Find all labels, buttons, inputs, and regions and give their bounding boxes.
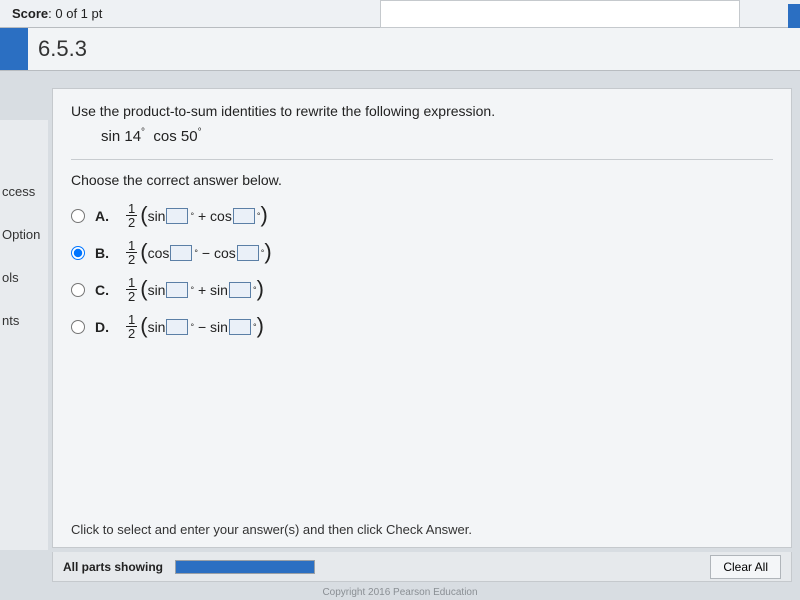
answer-input-box[interactable] [166, 208, 188, 224]
parts-showing-label: All parts showing [63, 560, 163, 574]
choose-label: Choose the correct answer below. [71, 172, 773, 188]
sidebar-item[interactable]: Option [0, 213, 48, 256]
bottom-bar: All parts showing Clear All [52, 552, 792, 582]
fraction-half: 12 [126, 239, 137, 266]
answer-input-box[interactable] [229, 282, 251, 298]
clear-all-button[interactable]: Clear All [710, 555, 781, 579]
section-header: 6.5.3 [0, 28, 800, 71]
score-value: 0 of 1 pt [55, 6, 102, 21]
progress-bar [175, 560, 315, 574]
section-tab [0, 28, 28, 70]
answer-input-box[interactable] [166, 319, 188, 335]
option-radio[interactable] [71, 209, 85, 223]
fraction-half: 12 [126, 202, 137, 229]
answer-option[interactable]: D.12(sin° − sin°) [71, 313, 773, 340]
separator [71, 159, 773, 160]
fraction-half: 12 [126, 313, 137, 340]
sidebar-item[interactable]: ccess [0, 170, 48, 213]
question-expression: sin 14° cos 50° [101, 127, 773, 145]
score-bar: Score: 0 of 1 pt [0, 0, 800, 28]
option-radio[interactable] [71, 283, 85, 297]
section-number: 6.5.3 [38, 36, 87, 61]
answer-option[interactable]: A.12(sin° + cos°) [71, 202, 773, 229]
input-panel-top [380, 0, 740, 28]
score-label: Score [12, 6, 48, 21]
option-letter: C. [95, 282, 115, 298]
option-radio[interactable] [71, 246, 85, 260]
sidebar-item[interactable]: ols [0, 256, 48, 299]
answer-input-box[interactable] [166, 282, 188, 298]
option-letter: A. [95, 208, 115, 224]
option-radio[interactable] [71, 320, 85, 334]
question-prompt: Use the product-to-sum identities to rew… [71, 103, 773, 119]
answer-input-box[interactable] [229, 319, 251, 335]
blue-edge [788, 4, 800, 30]
sidebar-item[interactable]: nts [0, 299, 48, 342]
answer-input-box[interactable] [233, 208, 255, 224]
answer-option[interactable]: B.12(cos° − cos°) [71, 239, 773, 266]
answer-option[interactable]: C.12(sin° + sin°) [71, 276, 773, 303]
option-letter: D. [95, 319, 115, 335]
answer-hint: Click to select and enter your answer(s)… [71, 522, 472, 537]
copyright: Copyright 2016 Pearson Education [0, 587, 800, 598]
option-letter: B. [95, 245, 115, 261]
sidebar: ccess Option ols nts [0, 120, 48, 550]
answer-input-box[interactable] [237, 245, 259, 261]
question-panel: Use the product-to-sum identities to rew… [52, 88, 792, 548]
fraction-half: 12 [126, 276, 137, 303]
progress-fill [176, 561, 314, 573]
options-list: A.12(sin° + cos°)B.12(cos° − cos°)C.12(s… [71, 202, 773, 340]
answer-input-box[interactable] [170, 245, 192, 261]
